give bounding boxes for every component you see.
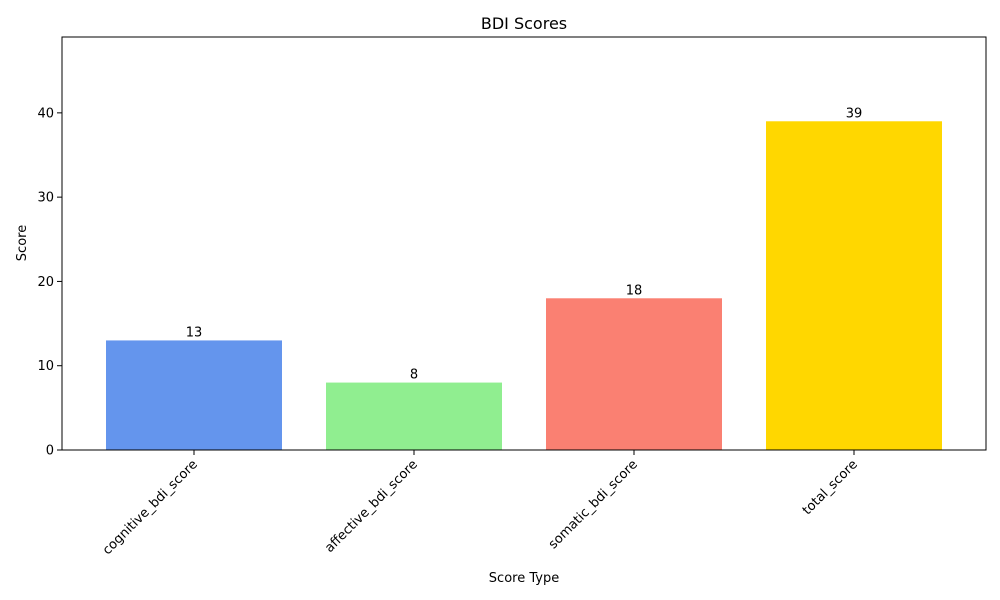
- bar-cognitive-bdi-score: [106, 340, 282, 450]
- y-axis-label: Score: [15, 225, 30, 261]
- bar-value-labels: 13 8 18 39: [186, 106, 863, 382]
- y-axis-ticks: 0 10 20 30 40: [37, 106, 62, 459]
- bar-value-label: 8: [410, 368, 418, 383]
- plot-frame: [61, 36, 987, 451]
- x-tick-label: total_score: [800, 457, 861, 518]
- bar-value-label: 39: [846, 106, 863, 121]
- y-tick-label: 40: [37, 106, 54, 121]
- bar-value-label: 13: [186, 325, 203, 340]
- y-tick-label: 10: [37, 359, 54, 374]
- x-tick-label: cognitive_bdi_score: [100, 457, 201, 558]
- bar-total-score: [766, 121, 942, 451]
- y-tick-label: 0: [46, 444, 54, 459]
- bar-somatic-bdi-score: [546, 298, 722, 450]
- x-tick-label: affective_bdi_score: [322, 457, 421, 556]
- bar-value-label: 18: [626, 283, 643, 298]
- x-axis-label: Score Type: [489, 571, 559, 586]
- x-axis-ticks: cognitive_bdi_score affective_bdi_score so…: [100, 450, 861, 558]
- x-tick-label: somatic_bdi_score: [546, 457, 641, 552]
- y-tick-label: 20: [37, 275, 54, 290]
- bar-affective-bdi-score: [326, 382, 502, 450]
- y-tick-label: 30: [37, 191, 54, 206]
- bars-layer: [106, 121, 942, 451]
- chart-title: BDI Scores: [481, 14, 567, 33]
